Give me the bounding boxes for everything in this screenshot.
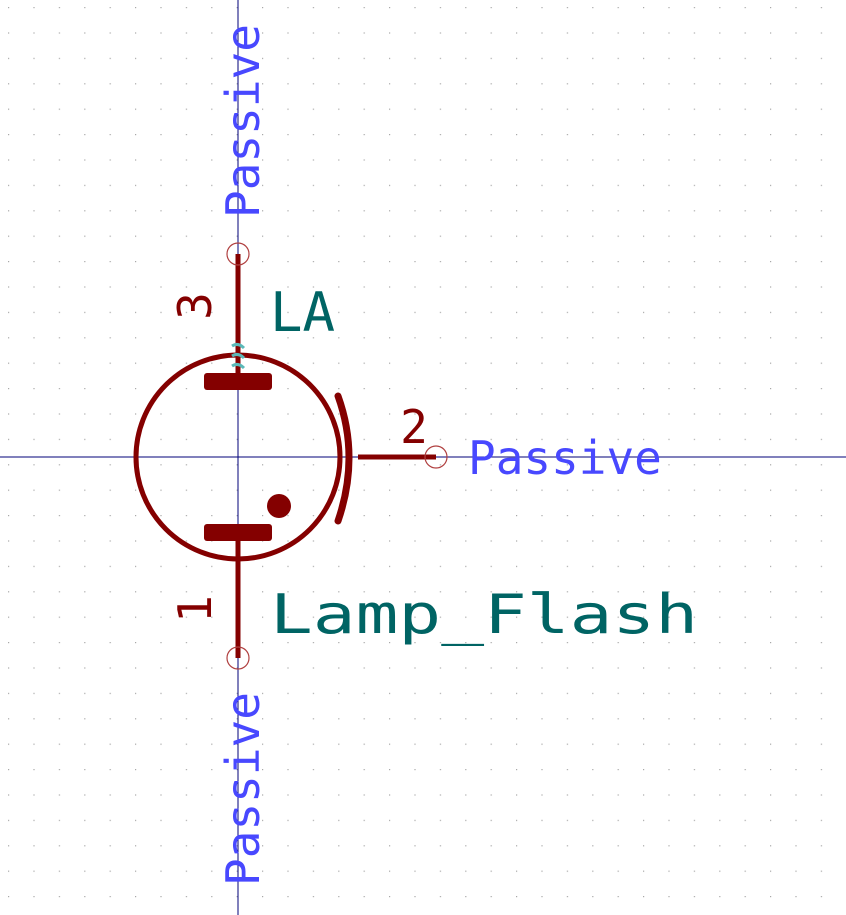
pin-3-type: Passive	[216, 24, 270, 218]
pin-2-number: 2	[400, 400, 428, 454]
trigger-arc	[334, 392, 353, 525]
pin-1-type: Passive	[216, 692, 270, 886]
pin-3[interactable]: 3 Passive	[168, 24, 270, 373]
pin-2[interactable]: 2 Passive	[358, 400, 662, 485]
getter-dot	[267, 494, 291, 518]
pin-2-type: Passive	[468, 431, 662, 485]
pin-1-number: 1	[168, 595, 222, 623]
bottom-electrode	[204, 524, 272, 541]
pin-3-end-marker	[226, 242, 250, 266]
reference-field[interactable]: LA	[270, 281, 335, 344]
pin-1-end-marker	[226, 646, 250, 670]
value-field[interactable]: Lamp_Flash	[270, 583, 698, 646]
pin-3-hint-mark	[231, 342, 246, 370]
top-electrode	[204, 373, 272, 390]
pin-1[interactable]: 1 Passive	[168, 541, 270, 886]
pin-2-end-marker	[424, 445, 448, 469]
pin-3-number: 3	[168, 292, 222, 320]
